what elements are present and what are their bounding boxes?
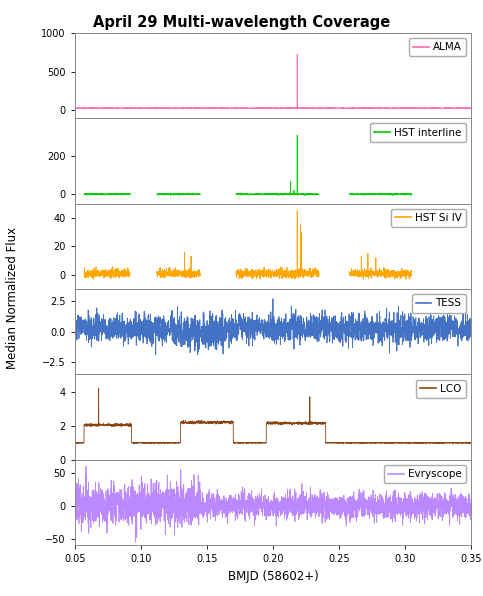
Legend: TESS: TESS [412, 294, 466, 312]
Text: April 29 Multi-wavelength Coverage: April 29 Multi-wavelength Coverage [93, 15, 390, 30]
Legend: ALMA: ALMA [409, 38, 466, 56]
Legend: LCO: LCO [416, 380, 466, 398]
Legend: HST Si IV: HST Si IV [391, 209, 466, 227]
Legend: Evryscope: Evryscope [384, 465, 466, 483]
X-axis label: BMJD (58602+): BMJD (58602+) [227, 570, 318, 583]
Text: Median Normalized Flux: Median Normalized Flux [6, 227, 18, 369]
Legend: HST interline: HST interline [370, 123, 466, 142]
